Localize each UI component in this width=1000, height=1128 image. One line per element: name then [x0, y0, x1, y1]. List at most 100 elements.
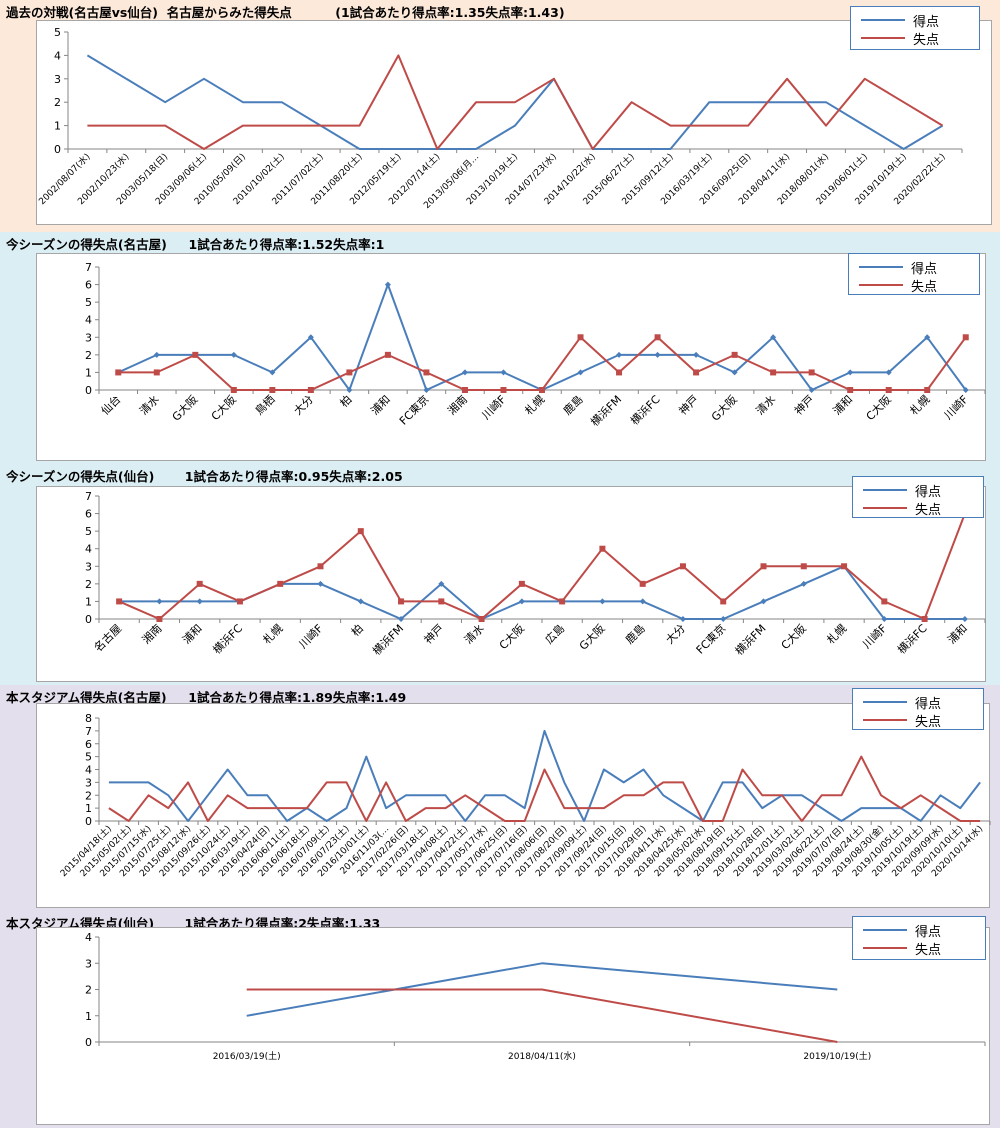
data-point-score	[317, 580, 324, 587]
y-tick-label: 7	[85, 261, 92, 274]
legend-label: 失点	[913, 33, 940, 48]
data-point-conceded	[808, 369, 815, 376]
x-tick-label: G大阪	[169, 392, 200, 423]
x-tick-label: C大阪	[863, 392, 894, 423]
legend-item-score: 得点	[853, 481, 983, 500]
legend-label: 得点	[915, 697, 942, 712]
x-tick-label: 横浜FM	[588, 392, 625, 429]
x-tick-label: 横浜FC	[894, 621, 930, 657]
series-line-score	[117, 283, 967, 391]
y-tick-label: 2	[54, 96, 61, 109]
data-point-score	[693, 351, 700, 358]
y-tick-label: 4	[85, 314, 92, 327]
data-point-conceded	[616, 369, 623, 376]
legend-label: 失点	[911, 280, 938, 295]
y-tick-label: 1	[54, 120, 61, 133]
y-tick-label: 4	[85, 543, 92, 556]
plot-area	[36, 20, 992, 225]
x-tick-label: 大分	[291, 392, 316, 417]
x-tick-label: 神戸	[421, 621, 446, 646]
x-tick-label: 札幌	[260, 621, 285, 646]
chart-panel-5: 本スタジアム得失点(仙台) 1試合あたり得点率:2失点率:1.33 0 1 2 3 4 20…	[0, 911, 1000, 1128]
legend-swatch	[861, 19, 905, 21]
legend: 得点 失点	[852, 476, 984, 518]
data-point-conceded	[438, 598, 445, 605]
x-tick-label: 札幌	[907, 392, 932, 417]
data-point-conceded	[924, 387, 931, 393]
legend-item-score: 得点	[853, 693, 983, 712]
data-point-score	[230, 351, 237, 358]
data-point-score	[461, 369, 468, 376]
data-point-score	[423, 387, 430, 393]
y-tick-label: 2	[85, 984, 92, 997]
data-point-conceded	[277, 580, 284, 587]
x-tick-label: 横浜FM	[732, 621, 769, 658]
data-point-conceded	[693, 369, 700, 376]
data-point-conceded	[269, 387, 276, 393]
x-tick-label: 鹿島	[622, 621, 647, 646]
y-tick-label: 6	[85, 508, 92, 521]
series-line-conceded	[118, 336, 967, 391]
data-point-conceded	[357, 528, 364, 535]
data-point-score	[599, 598, 606, 605]
data-point-conceded	[236, 598, 243, 605]
legend-label: 得点	[915, 925, 942, 940]
y-tick-label: 4	[85, 931, 92, 944]
y-tick-label: 0	[85, 1036, 92, 1049]
x-tick-label: 川崎F	[296, 621, 326, 651]
x-tick-label: 鳥栖	[252, 392, 277, 417]
data-point-conceded	[518, 580, 525, 587]
x-tick-label: 札幌	[522, 392, 547, 417]
data-point-conceded	[760, 563, 767, 570]
x-tick-label: FC東京	[693, 621, 728, 656]
legend: 得点 失点	[848, 253, 980, 295]
y-tick-label: 2	[85, 789, 92, 802]
data-point-conceded	[539, 387, 545, 393]
legend-item-conceded: 失点	[849, 276, 979, 295]
legend-swatch	[859, 266, 903, 268]
data-point-conceded	[577, 334, 584, 341]
chart-svg: 0123452002/08/07(水)2002/10/23(水)2003/05/…	[36, 26, 963, 211]
x-tick-label: 札幌	[824, 621, 849, 646]
data-point-conceded	[881, 598, 888, 605]
data-point-conceded	[317, 563, 324, 570]
x-tick-label: 川崎F	[479, 392, 509, 422]
y-tick-label: 5	[85, 296, 92, 309]
legend-label: 得点	[911, 262, 938, 277]
y-tick-label: 0	[85, 613, 92, 626]
series-line-conceded	[246, 988, 838, 1043]
x-tick-label: 大分	[663, 621, 688, 646]
series-line-conceded	[108, 755, 981, 822]
data-point-conceded	[639, 580, 646, 587]
y-tick-label: 4	[85, 764, 92, 777]
legend-swatch	[863, 929, 907, 931]
y-tick-label: 2	[85, 349, 92, 362]
data-point-conceded	[398, 598, 405, 605]
data-point-conceded	[731, 351, 738, 358]
data-point-conceded	[599, 545, 606, 552]
data-point-conceded	[116, 598, 123, 605]
legend-swatch	[863, 719, 907, 721]
data-point-conceded	[654, 334, 661, 341]
y-tick-label: 5	[85, 751, 92, 764]
legend: 得点 失点	[850, 6, 980, 50]
y-tick-label: 3	[85, 560, 92, 573]
legend-swatch	[859, 284, 903, 286]
legend-item-conceded: 失点	[851, 29, 979, 48]
x-tick-label: 横浜FC	[210, 621, 246, 657]
legend-label: 失点	[915, 715, 942, 730]
data-point-score	[156, 598, 163, 605]
data-point-score	[679, 616, 686, 622]
x-tick-label: 横浜FC	[627, 392, 663, 428]
x-tick-label: 浦和	[945, 622, 970, 647]
legend-swatch	[863, 489, 907, 491]
data-point-conceded	[559, 598, 566, 605]
chart-title: 本スタジアム得失点(名古屋) 1試合あたり得点率:1.89失点率:1.49	[6, 690, 407, 705]
x-tick-label: 2019/10/19(土)	[803, 1050, 871, 1062]
legend-label: 得点	[913, 15, 940, 30]
data-point-score	[398, 616, 405, 622]
data-point-conceded	[962, 334, 969, 341]
chart-panel-1: 過去の対戦(名古屋vs仙台) 名古屋からみた得失点 (1試合あたり得点率:1.3…	[0, 0, 1000, 232]
data-point-conceded	[461, 387, 468, 393]
y-tick-label: 7	[85, 725, 92, 738]
